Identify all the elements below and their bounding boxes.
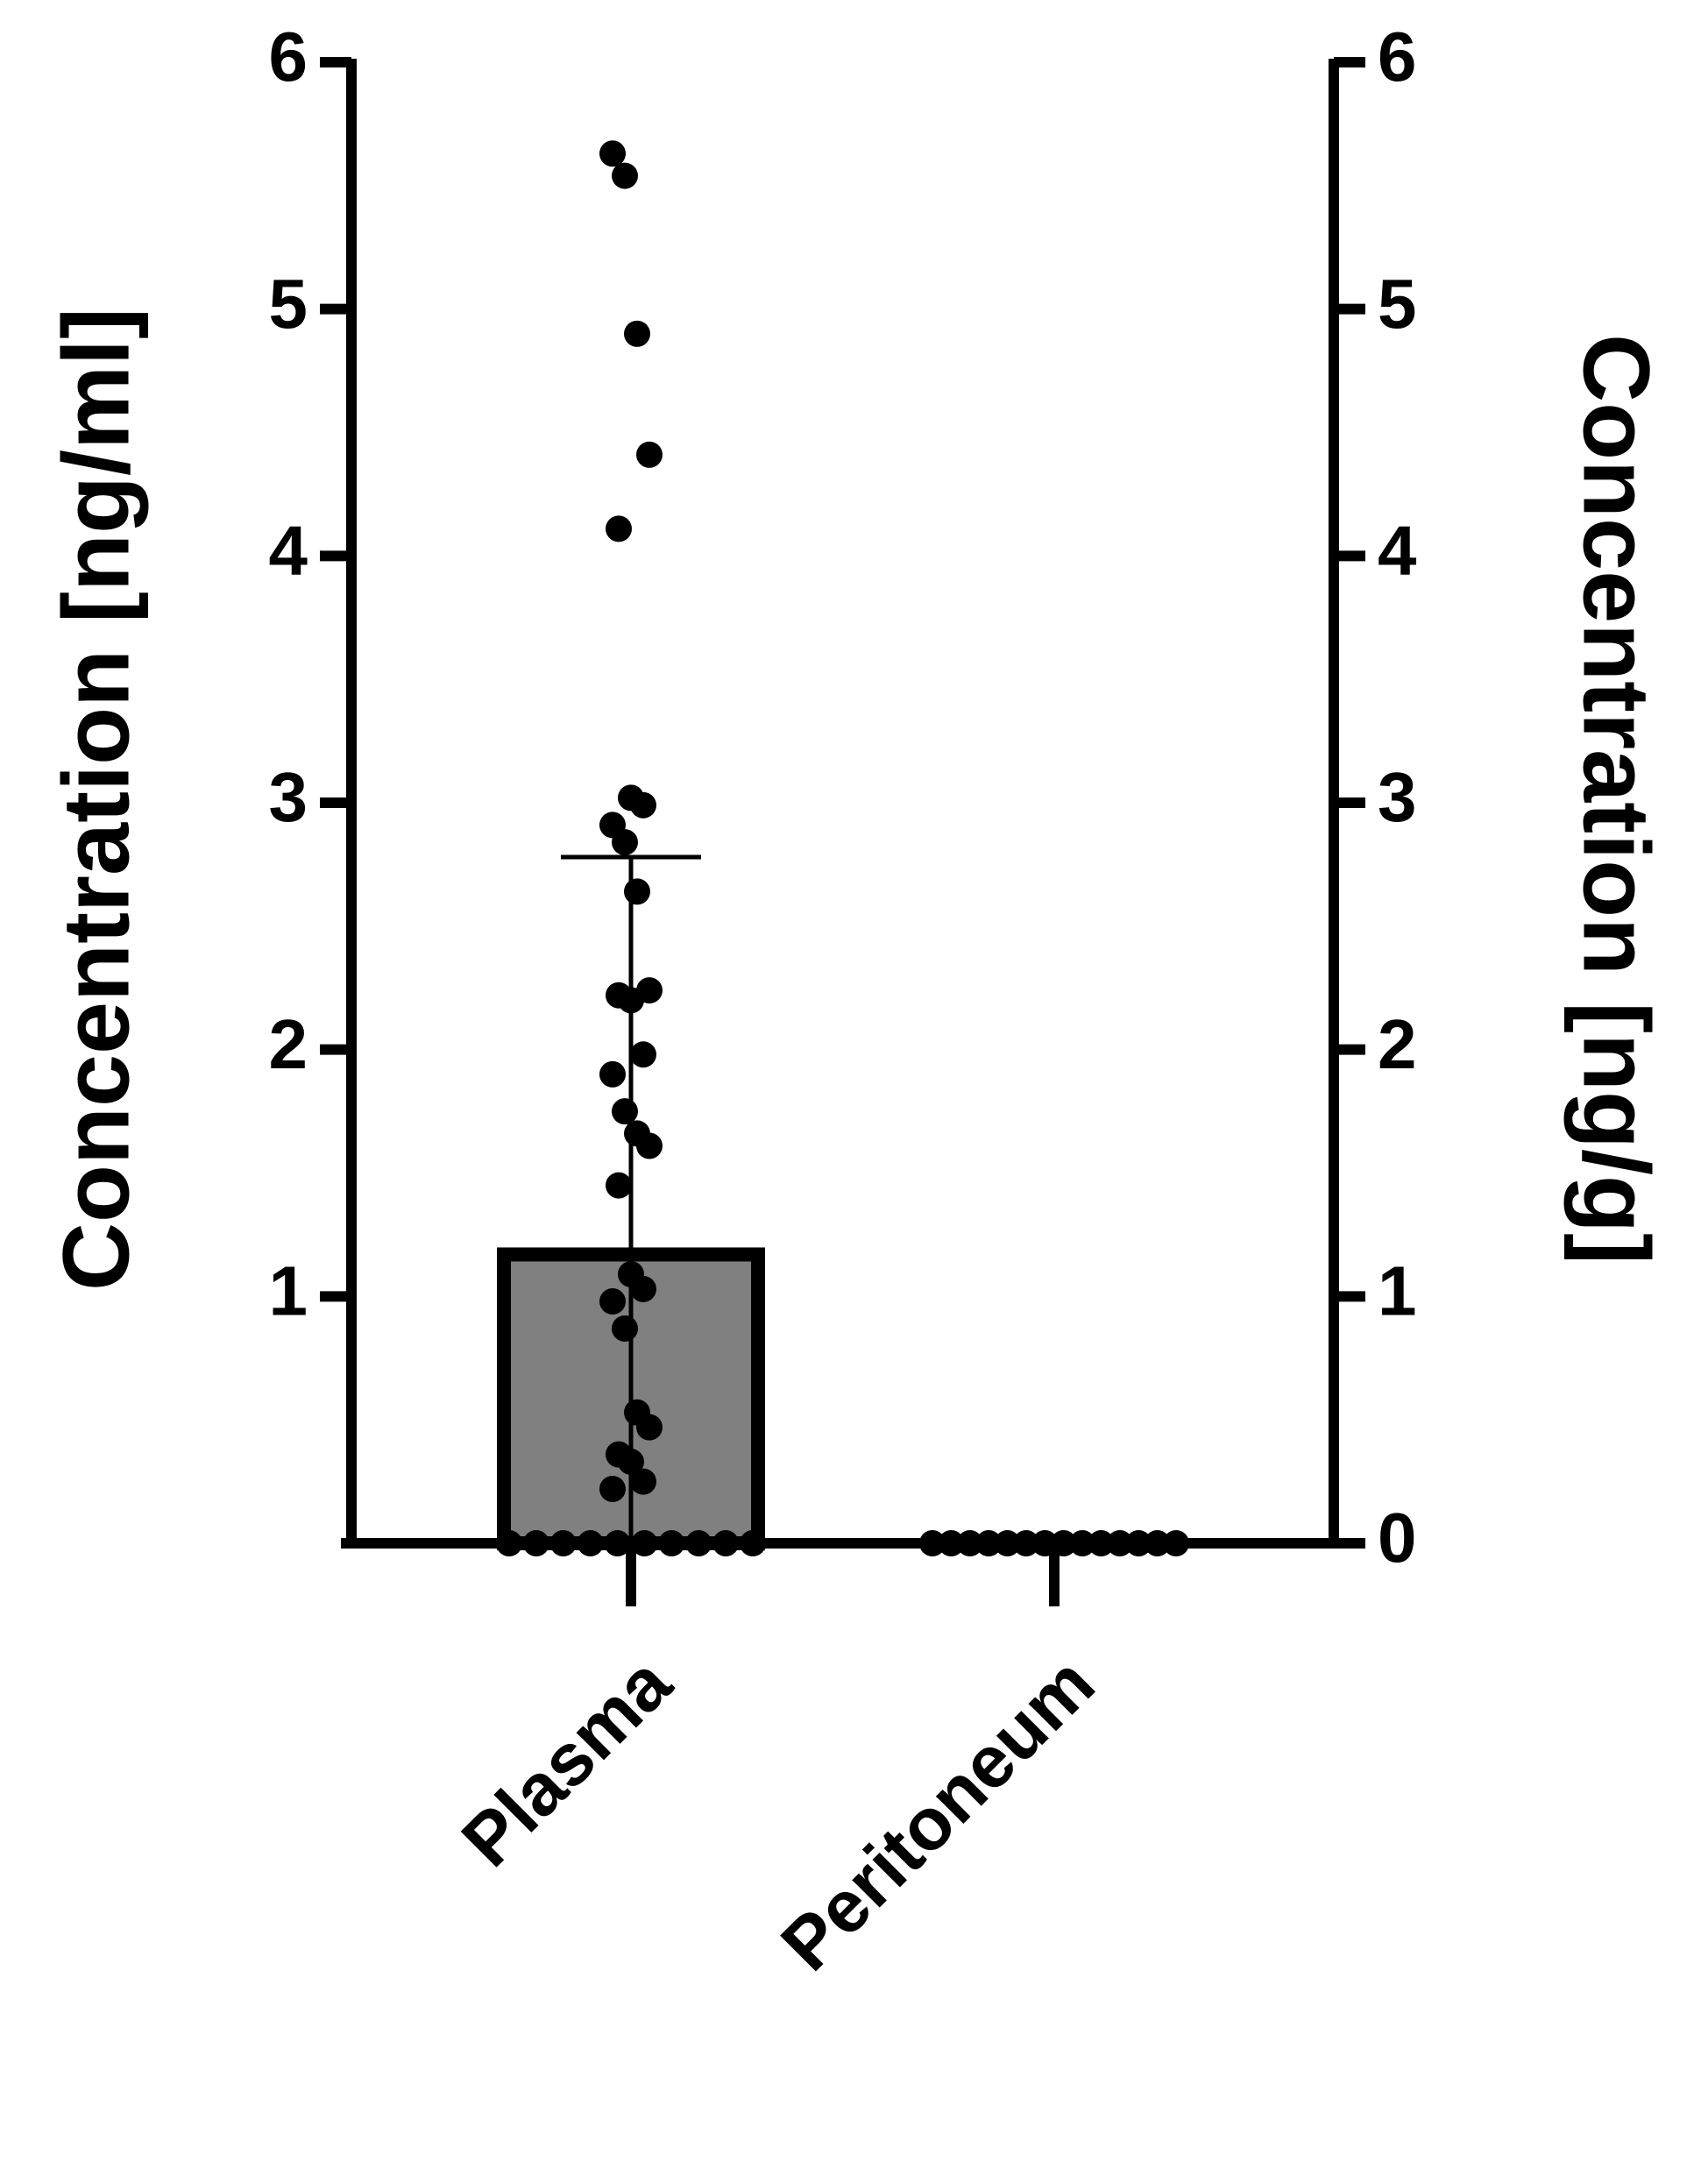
data-point [631, 1530, 658, 1556]
data-point [956, 1530, 983, 1556]
data-point [740, 1530, 766, 1556]
y2-tick-label: 5 [1378, 265, 1417, 343]
x-tick-label: Plasma [446, 1641, 687, 1882]
data-point [599, 1060, 626, 1088]
data-point [685, 1530, 712, 1556]
data-point [636, 1132, 663, 1159]
data-point [612, 829, 638, 856]
data-point [975, 1530, 1003, 1556]
data-point [658, 1530, 685, 1556]
y2-axis-title: Concentration [ng/g] [1563, 334, 1669, 1265]
data-point [624, 878, 650, 905]
data-point [604, 1530, 631, 1556]
data-point [599, 1287, 626, 1315]
data-point [618, 987, 644, 1014]
data-point [630, 1275, 656, 1302]
y2-tick-label: 3 [1378, 758, 1417, 836]
y2-tick-label: 1 [1378, 1251, 1417, 1329]
data-point [1069, 1530, 1096, 1556]
data-point [636, 1414, 663, 1441]
data-point [1031, 1530, 1059, 1556]
data-point [630, 1468, 656, 1495]
data-point [1012, 1530, 1039, 1556]
y2-tick-label: 4 [1378, 511, 1417, 589]
y-tick-label: 4 [269, 511, 308, 589]
y-tick-label: 6 [269, 18, 308, 96]
x-tick-label: Peritoneum [765, 1641, 1109, 1986]
data-point [1106, 1530, 1133, 1556]
y2-tick-label: 2 [1378, 1005, 1417, 1083]
y-tick-label: 2 [269, 1005, 308, 1083]
y-tick-label: 3 [269, 758, 308, 836]
data-point [612, 1315, 638, 1342]
data-point [606, 1172, 632, 1199]
data-point [599, 140, 626, 167]
data-point [919, 1530, 946, 1556]
data-point [1144, 1530, 1171, 1556]
data-point [1125, 1530, 1152, 1556]
data-point [612, 162, 638, 189]
data-point [712, 1530, 740, 1556]
y2-tick-label: 6 [1378, 18, 1417, 96]
data-point [1088, 1530, 1115, 1556]
data-point [606, 515, 632, 542]
y-axis-title: Concentration [ng/ml] [43, 308, 149, 1291]
data-point [636, 441, 663, 468]
data-point [522, 1530, 549, 1556]
data-point [630, 1041, 656, 1068]
data-point [994, 1530, 1021, 1556]
data-point [1163, 1530, 1189, 1556]
y-tick-label: 1 [269, 1251, 308, 1329]
y-tick-label: 5 [269, 265, 308, 343]
data-point [1050, 1530, 1077, 1556]
data-point [612, 1098, 638, 1125]
data-point [496, 1530, 522, 1556]
y2-tick-label: 0 [1378, 1499, 1417, 1577]
data-point [599, 1476, 626, 1503]
data-point [549, 1530, 577, 1556]
data-point [630, 791, 656, 819]
data-point [577, 1530, 604, 1556]
data-point [624, 320, 650, 347]
data-point [938, 1530, 965, 1556]
data-point [618, 1449, 644, 1476]
